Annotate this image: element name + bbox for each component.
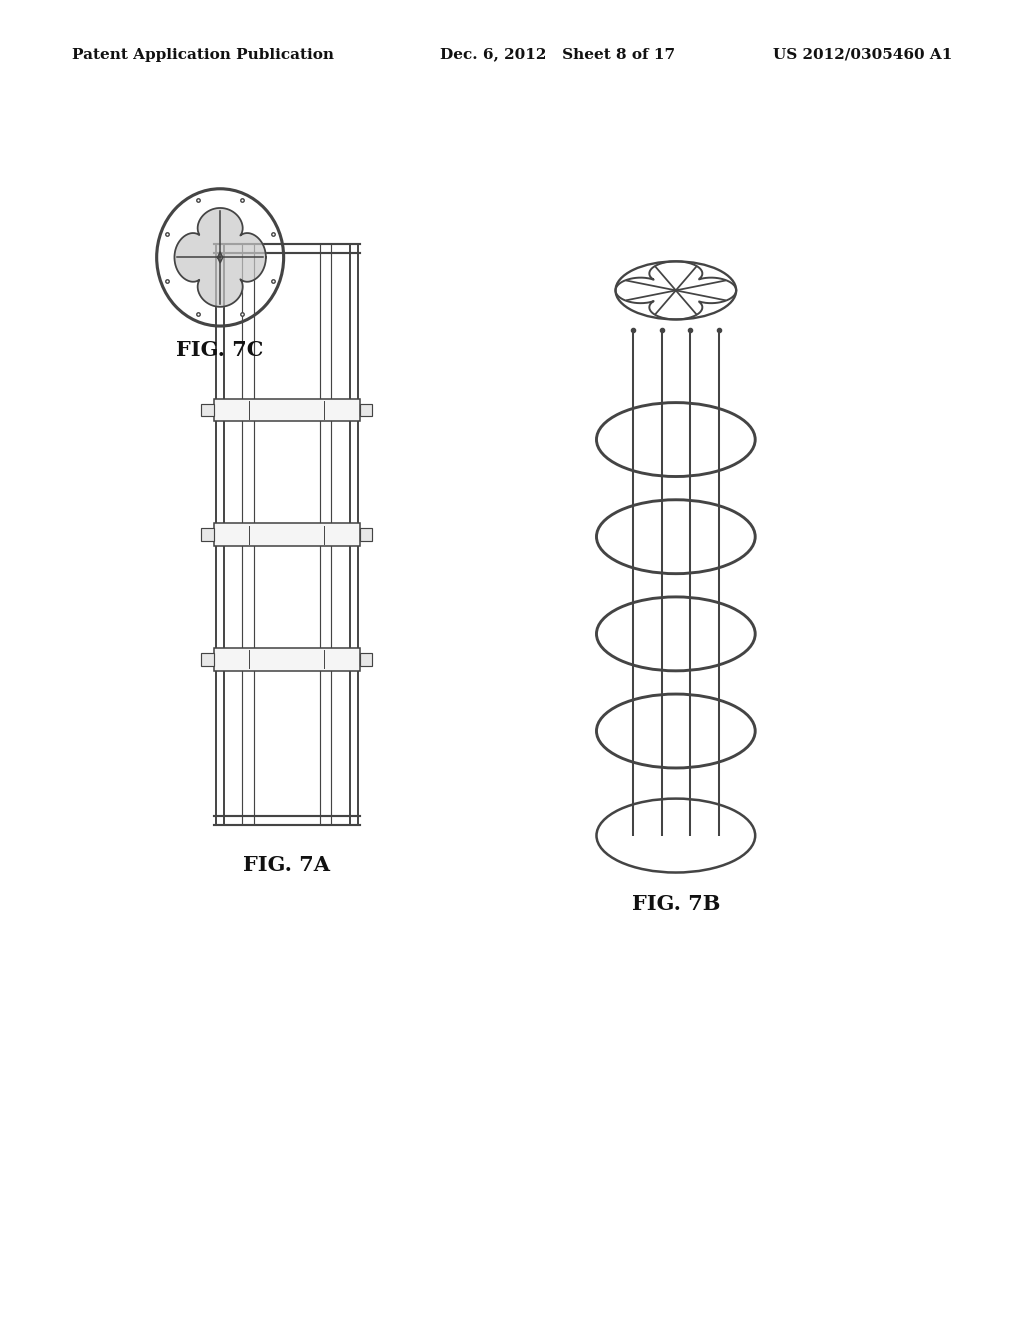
Text: Patent Application Publication: Patent Application Publication (72, 48, 334, 62)
Bar (360, 653, 373, 665)
Bar (202, 404, 214, 416)
Bar (214, 399, 360, 421)
Text: Dec. 6, 2012   Sheet 8 of 17: Dec. 6, 2012 Sheet 8 of 17 (440, 48, 676, 62)
Bar (214, 648, 360, 671)
Bar (202, 653, 214, 665)
Bar (214, 523, 360, 546)
Bar (360, 404, 373, 416)
Text: US 2012/0305460 A1: US 2012/0305460 A1 (773, 48, 952, 62)
Text: FIG. 7B: FIG. 7B (632, 894, 720, 915)
Bar (202, 528, 214, 541)
Bar (360, 528, 373, 541)
Polygon shape (174, 209, 266, 306)
Text: FIG. 7C: FIG. 7C (176, 339, 264, 360)
Text: FIG. 7A: FIG. 7A (244, 854, 330, 875)
